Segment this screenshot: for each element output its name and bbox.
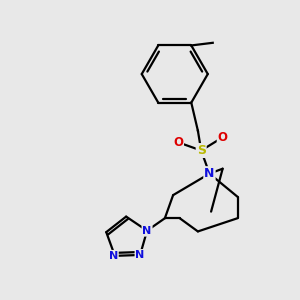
Text: N: N xyxy=(142,226,152,236)
Text: N: N xyxy=(136,250,145,260)
Text: O: O xyxy=(218,131,228,144)
Text: O: O xyxy=(173,136,183,149)
Text: N: N xyxy=(109,251,118,261)
Text: S: S xyxy=(197,144,206,157)
Text: N: N xyxy=(204,167,214,180)
